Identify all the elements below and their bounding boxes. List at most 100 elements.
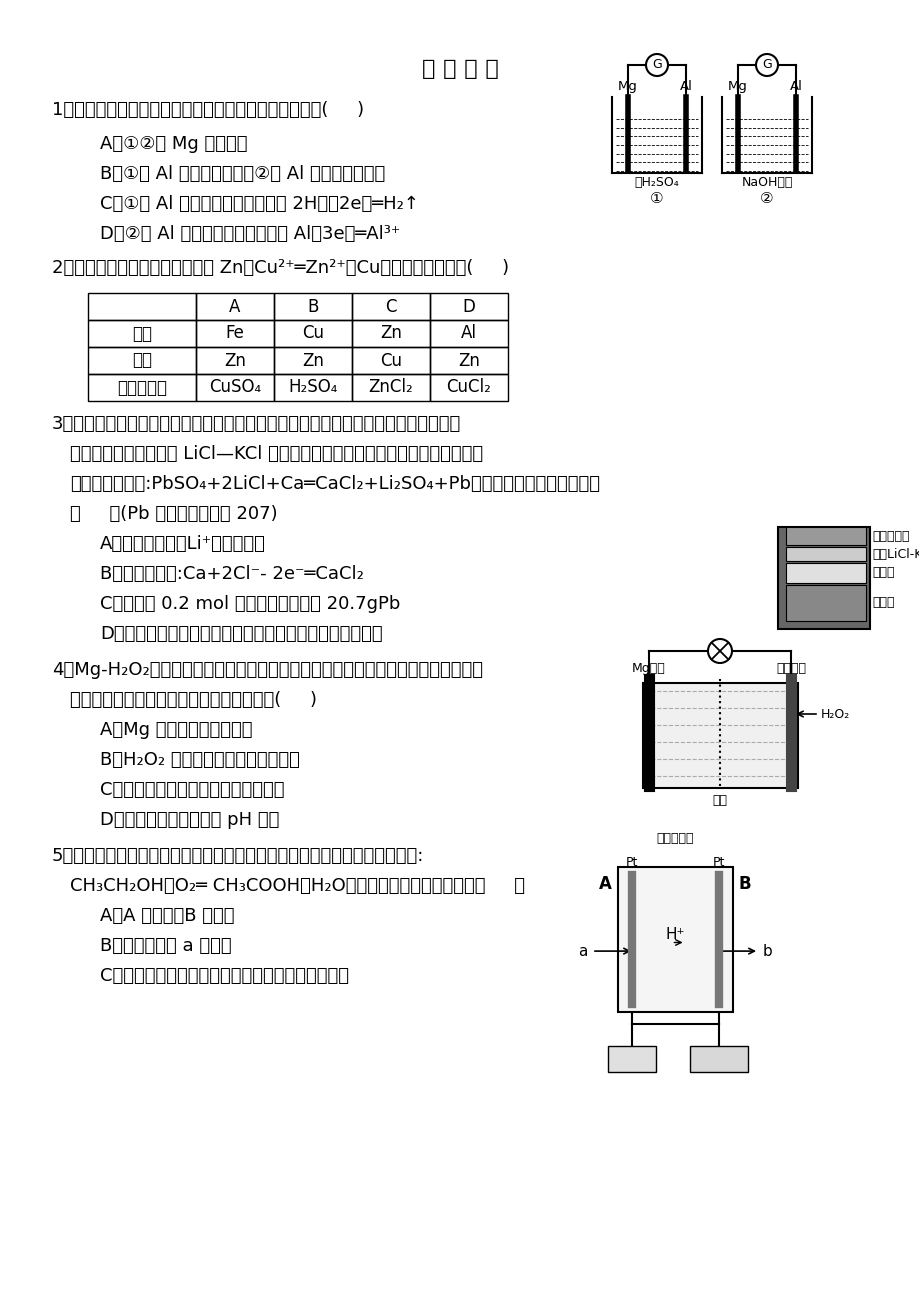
Text: 该电池总反应为:PbSO₄+2LiCl+Ca═CaCl₂+Li₂SO₄+Pb。下列有关说法不正确的是: 该电池总反应为:PbSO₄+2LiCl+Ca═CaCl₂+Li₂SO₄+Pb。下…: [70, 474, 599, 493]
Text: Pt: Pt: [625, 856, 638, 869]
Text: A．A 为负极，B 为正极: A．A 为负极，B 为正极: [100, 907, 234, 925]
Text: B．H₂O₂ 在石墨电极上发生氧化反应: B．H₂O₂ 在石墨电极上发生氧化反应: [100, 752, 300, 769]
Text: 电解质溶液: 电解质溶液: [117, 379, 167, 396]
Circle shape: [755, 54, 777, 76]
Text: B．被检人员往 a 口吹气: B．被检人员往 a 口吹气: [100, 937, 232, 955]
Text: G: G: [761, 59, 771, 72]
Text: A: A: [598, 874, 611, 893]
Text: 微处理器: 微处理器: [618, 1053, 644, 1064]
Text: 负极: 负极: [131, 352, 152, 370]
Bar: [88, 346, 196, 374]
Text: 自 学 检 测: 自 学 检 测: [421, 59, 498, 78]
Bar: [777, 527, 869, 629]
Bar: [274, 346, 352, 374]
Bar: [429, 346, 507, 374]
Text: ZnCl₂: ZnCl₂: [369, 379, 413, 396]
Bar: [88, 293, 196, 320]
Text: D．石墨电极附近溶液的 pH 增大: D．石墨电极附近溶液的 pH 增大: [100, 812, 279, 829]
Text: 稀H₂SO₄: 稀H₂SO₄: [634, 176, 678, 190]
Text: D．②中 Al 作负极，电极反应式为 Al－3e－═Al³⁺: D．②中 Al 作负极，电极反应式为 Al－3e－═Al³⁺: [100, 225, 400, 243]
Circle shape: [645, 54, 667, 76]
Text: Al: Al: [460, 324, 476, 342]
Text: 3．热激活电池可用作火箭、导弹的工作电源。一种热激活电池的基本结构如图所示，: 3．热激活电池可用作火箭、导弹的工作电源。一种热激活电池的基本结构如图所示，: [52, 416, 460, 433]
Bar: [642, 684, 797, 788]
Text: C．每转移 0.2 mol 电子，理论上生成 20.7gPb: C．每转移 0.2 mol 电子，理论上生成 20.7gPb: [100, 595, 400, 613]
Bar: [196, 293, 274, 320]
Text: C: C: [385, 298, 396, 315]
Text: Mg: Mg: [727, 80, 747, 93]
Bar: [196, 346, 274, 374]
Text: Zn: Zn: [224, 352, 245, 370]
Bar: [607, 1046, 655, 1072]
Bar: [352, 293, 429, 320]
Bar: [618, 867, 732, 1012]
Text: 电池壳: 电池壳: [871, 596, 893, 609]
Text: C．①中 Al 作正极，电极反应式为 2H＋＋2e－═H₂↑: C．①中 Al 作正极，电极反应式为 2H＋＋2e－═H₂↑: [100, 195, 418, 213]
Text: 隔膜: 隔膜: [711, 793, 727, 806]
Bar: [196, 320, 274, 346]
Text: 石墨电极: 石墨电极: [775, 663, 805, 674]
Text: A．①②中 Mg 均作负极: A．①②中 Mg 均作负极: [100, 135, 247, 153]
Text: Al: Al: [789, 80, 801, 93]
Bar: [429, 293, 507, 320]
Text: （     ）(Pb 相对原子质量为 207): （ ）(Pb 相对原子质量为 207): [70, 505, 278, 523]
Text: B．①中 Al 表面产生气体，②中 Al 表面有固体析出: B．①中 Al 表面产生气体，②中 Al 表面有固体析出: [100, 165, 385, 183]
Text: C．微处理器通过检测电流大小而计算出被测气体中: C．微处理器通过检测电流大小而计算出被测气体中: [100, 967, 348, 985]
Bar: [785, 527, 865, 545]
Text: a: a: [578, 944, 587, 958]
Text: Pt: Pt: [712, 856, 724, 869]
Text: H₂O₂: H₂O₂: [820, 707, 849, 720]
Bar: [785, 548, 865, 561]
Text: A．Mg 电极是该电池的正极: A．Mg 电极是该电池的正极: [100, 721, 252, 738]
Text: D．常温时，在正负极间接上电流表或检流计，指针不偏转: D．常温时，在正负极间接上电流表或检流计，指针不偏转: [100, 625, 382, 643]
Bar: [274, 320, 352, 346]
Text: 钙电极: 钙电极: [871, 566, 893, 579]
Text: 1．分析下图所示的两个原电池装置，其中结论正确的是(     ): 1．分析下图所示的两个原电池装置，其中结论正确的是( ): [52, 101, 364, 119]
Text: Cu: Cu: [301, 324, 323, 342]
Text: 2．一个原电池的总反应方程式为 Zn＋Cu²⁺═Zn²⁺＋Cu，该原电池可能为(     ): 2．一个原电池的总反应方程式为 Zn＋Cu²⁺═Zn²⁺＋Cu，该原电池可能为(…: [52, 259, 508, 277]
Text: B: B: [738, 874, 751, 893]
Text: Mg电极: Mg电极: [631, 663, 665, 674]
Circle shape: [708, 639, 732, 663]
Text: Al: Al: [679, 80, 692, 93]
Text: B: B: [307, 298, 318, 315]
Text: CuCl₂: CuCl₂: [446, 379, 491, 396]
Bar: [88, 320, 196, 346]
Bar: [429, 374, 507, 401]
Text: CuSO₄: CuSO₄: [209, 379, 261, 396]
Text: ①: ①: [650, 191, 664, 207]
Text: 正极: 正极: [131, 324, 152, 342]
Text: 液晶显示屏: 液晶显示屏: [702, 1053, 735, 1064]
Text: ②: ②: [759, 191, 773, 207]
Bar: [196, 374, 274, 401]
Bar: [352, 374, 429, 401]
Text: b: b: [762, 944, 772, 958]
Text: Zn: Zn: [458, 352, 480, 370]
Bar: [785, 563, 865, 583]
Text: 5．右图所示是一种基于酸性燃料电池原理设计的酒精检测仪，电池总反应为:: 5．右图所示是一种基于酸性燃料电池原理设计的酒精检测仪，电池总反应为:: [52, 847, 424, 865]
Text: 4．Mg-H₂O₂电池可用于驱动无人驾驶的潜航器。该电池以海水为电解质溶液，示意: 4．Mg-H₂O₂电池可用于驱动无人驾驶的潜航器。该电池以海水为电解质溶液，示意: [52, 661, 482, 680]
Text: C．电子从石墨电极流出沿导线流向镁: C．电子从石墨电极流出沿导线流向镁: [100, 782, 284, 799]
Bar: [274, 374, 352, 401]
Bar: [352, 346, 429, 374]
Text: A．放电过程中，Li⁺向正极移动: A．放电过程中，Li⁺向正极移动: [100, 535, 266, 553]
Bar: [274, 293, 352, 320]
Text: Fe: Fe: [225, 324, 244, 342]
Text: 硫酸铅电极: 硫酸铅电极: [871, 529, 909, 542]
Text: A: A: [229, 298, 241, 315]
Text: H₂SO₄: H₂SO₄: [288, 379, 337, 396]
Text: 质子交换膜: 质子交换膜: [656, 833, 694, 846]
Text: G: G: [652, 59, 661, 72]
Text: B．正极反应式:Ca+2Cl⁻- 2e⁻═CaCl₂: B．正极反应式:Ca+2Cl⁻- 2e⁻═CaCl₂: [100, 565, 364, 583]
Bar: [785, 586, 865, 621]
Bar: [352, 320, 429, 346]
Text: D: D: [462, 298, 475, 315]
Text: 无水LiCl-KCl: 无水LiCl-KCl: [871, 548, 919, 561]
Text: Zn: Zn: [380, 324, 402, 342]
Text: CH₃CH₂OH＋O₂═ CH₃COOH＋H₂O．下列有关说法不正确的是（     ）: CH₃CH₂OH＋O₂═ CH₃COOH＋H₂O．下列有关说法不正确的是（ ）: [70, 877, 525, 895]
Text: Cu: Cu: [380, 352, 402, 370]
Bar: [88, 374, 196, 401]
Text: 其中作为电解质的无水 LiCl—KCl 混合物受热熔融后，电池即可瞬间输出电能。: 其中作为电解质的无水 LiCl—KCl 混合物受热熔融后，电池即可瞬间输出电能。: [70, 444, 482, 463]
Text: NaOH溶液: NaOH溶液: [741, 176, 792, 190]
Text: 图如下。该电池工作时，下列说法正确的是(     ): 图如下。该电池工作时，下列说法正确的是( ): [70, 691, 317, 708]
